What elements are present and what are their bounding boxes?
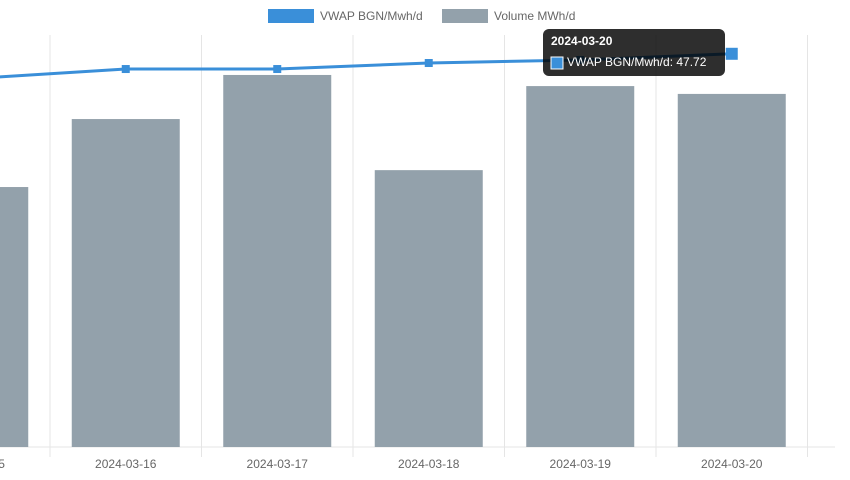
x-tick-label: 2024-03-19 <box>550 457 612 471</box>
tooltip-label: VWAP BGN/Mwh/d: 47.72 <box>567 55 707 69</box>
bar <box>526 86 635 447</box>
tooltip-title: 2024-03-20 <box>551 34 613 48</box>
bar <box>0 187 29 447</box>
x-tick-label: 2024-03-15 <box>0 457 5 471</box>
tooltip: 2024-03-20 VWAP BGN/Mwh/d: 47.72 <box>543 29 725 76</box>
tooltip-swatch <box>550 56 564 70</box>
legend-swatch <box>268 9 314 23</box>
line-point <box>273 65 282 74</box>
tooltip-series: VWAP BGN/Mwh/d <box>567 55 670 69</box>
legend-swatch <box>442 9 488 23</box>
legend: VWAP BGN/Mwh/d Volume MWh/d <box>268 9 575 23</box>
x-tick-label: 2024-03-20 <box>701 457 763 471</box>
tooltip-sep: : <box>670 55 677 69</box>
grid: 2024-03-15 2024-03-16 2024-03-17 2024-03-18… <box>0 35 835 471</box>
legend-label: VWAP BGN/Mwh/d <box>320 9 423 23</box>
line-point <box>121 65 130 74</box>
x-tick-label: 2024-03-16 <box>95 457 157 471</box>
bar <box>374 170 483 448</box>
line-point <box>725 47 738 60</box>
bar <box>677 93 786 447</box>
bars <box>0 74 786 448</box>
x-tick-label: 2024-03-18 <box>398 457 460 471</box>
legend-label: Volume MWh/d <box>494 9 575 23</box>
line-point <box>424 59 433 68</box>
tooltip-value: 47.72 <box>676 55 706 69</box>
bar <box>223 74 332 448</box>
tooltip-box <box>543 29 725 76</box>
x-tick-label: 2024-03-17 <box>247 457 309 471</box>
bar <box>71 119 180 447</box>
